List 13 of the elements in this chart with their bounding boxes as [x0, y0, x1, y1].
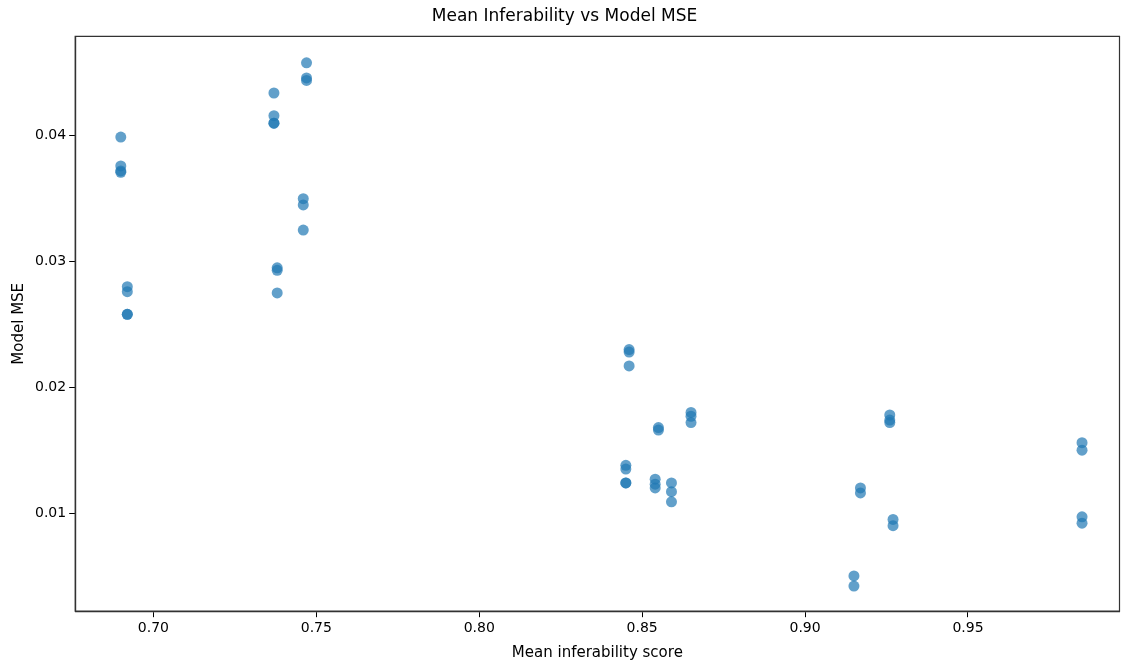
x-tick-label: 0.90	[789, 619, 821, 636]
x-tick-label: 0.70	[137, 619, 169, 636]
y-tick-label: 0.04	[35, 126, 67, 143]
y-tick-label: 0.02	[35, 377, 67, 394]
chart-title: Mean Inferability vs Model MSE	[431, 4, 698, 25]
y-tick-label: 0.01	[35, 503, 67, 520]
x-tick-label: 0.85	[626, 619, 658, 636]
y-axis-title: Model MSE	[8, 282, 27, 365]
x-tick-label: 0.95	[952, 619, 984, 636]
x-tick-label: 0.75	[300, 619, 332, 636]
x-axis-title: Mean inferability score	[511, 642, 683, 661]
x-tick-label: 0.80	[463, 619, 495, 636]
y-tick-label: 0.03	[35, 252, 67, 269]
